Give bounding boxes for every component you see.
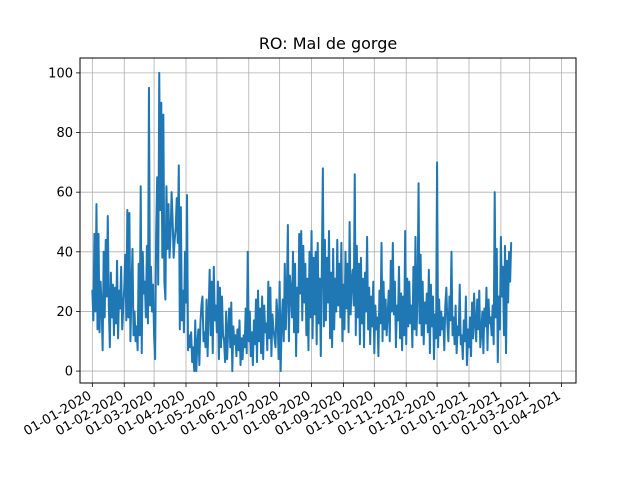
chart-title: RO: Mal de gorge [259, 34, 397, 53]
y-tick-label: 80 [56, 126, 73, 141]
y-tick-label: 20 [56, 305, 73, 320]
series-line [91, 71, 513, 373]
y-tick-label: 60 [56, 186, 73, 201]
y-tick-label: 0 [65, 365, 73, 380]
y-tick-label: 40 [56, 245, 73, 260]
plot-frame [79, 57, 577, 384]
y-tick-label: 100 [48, 66, 73, 81]
